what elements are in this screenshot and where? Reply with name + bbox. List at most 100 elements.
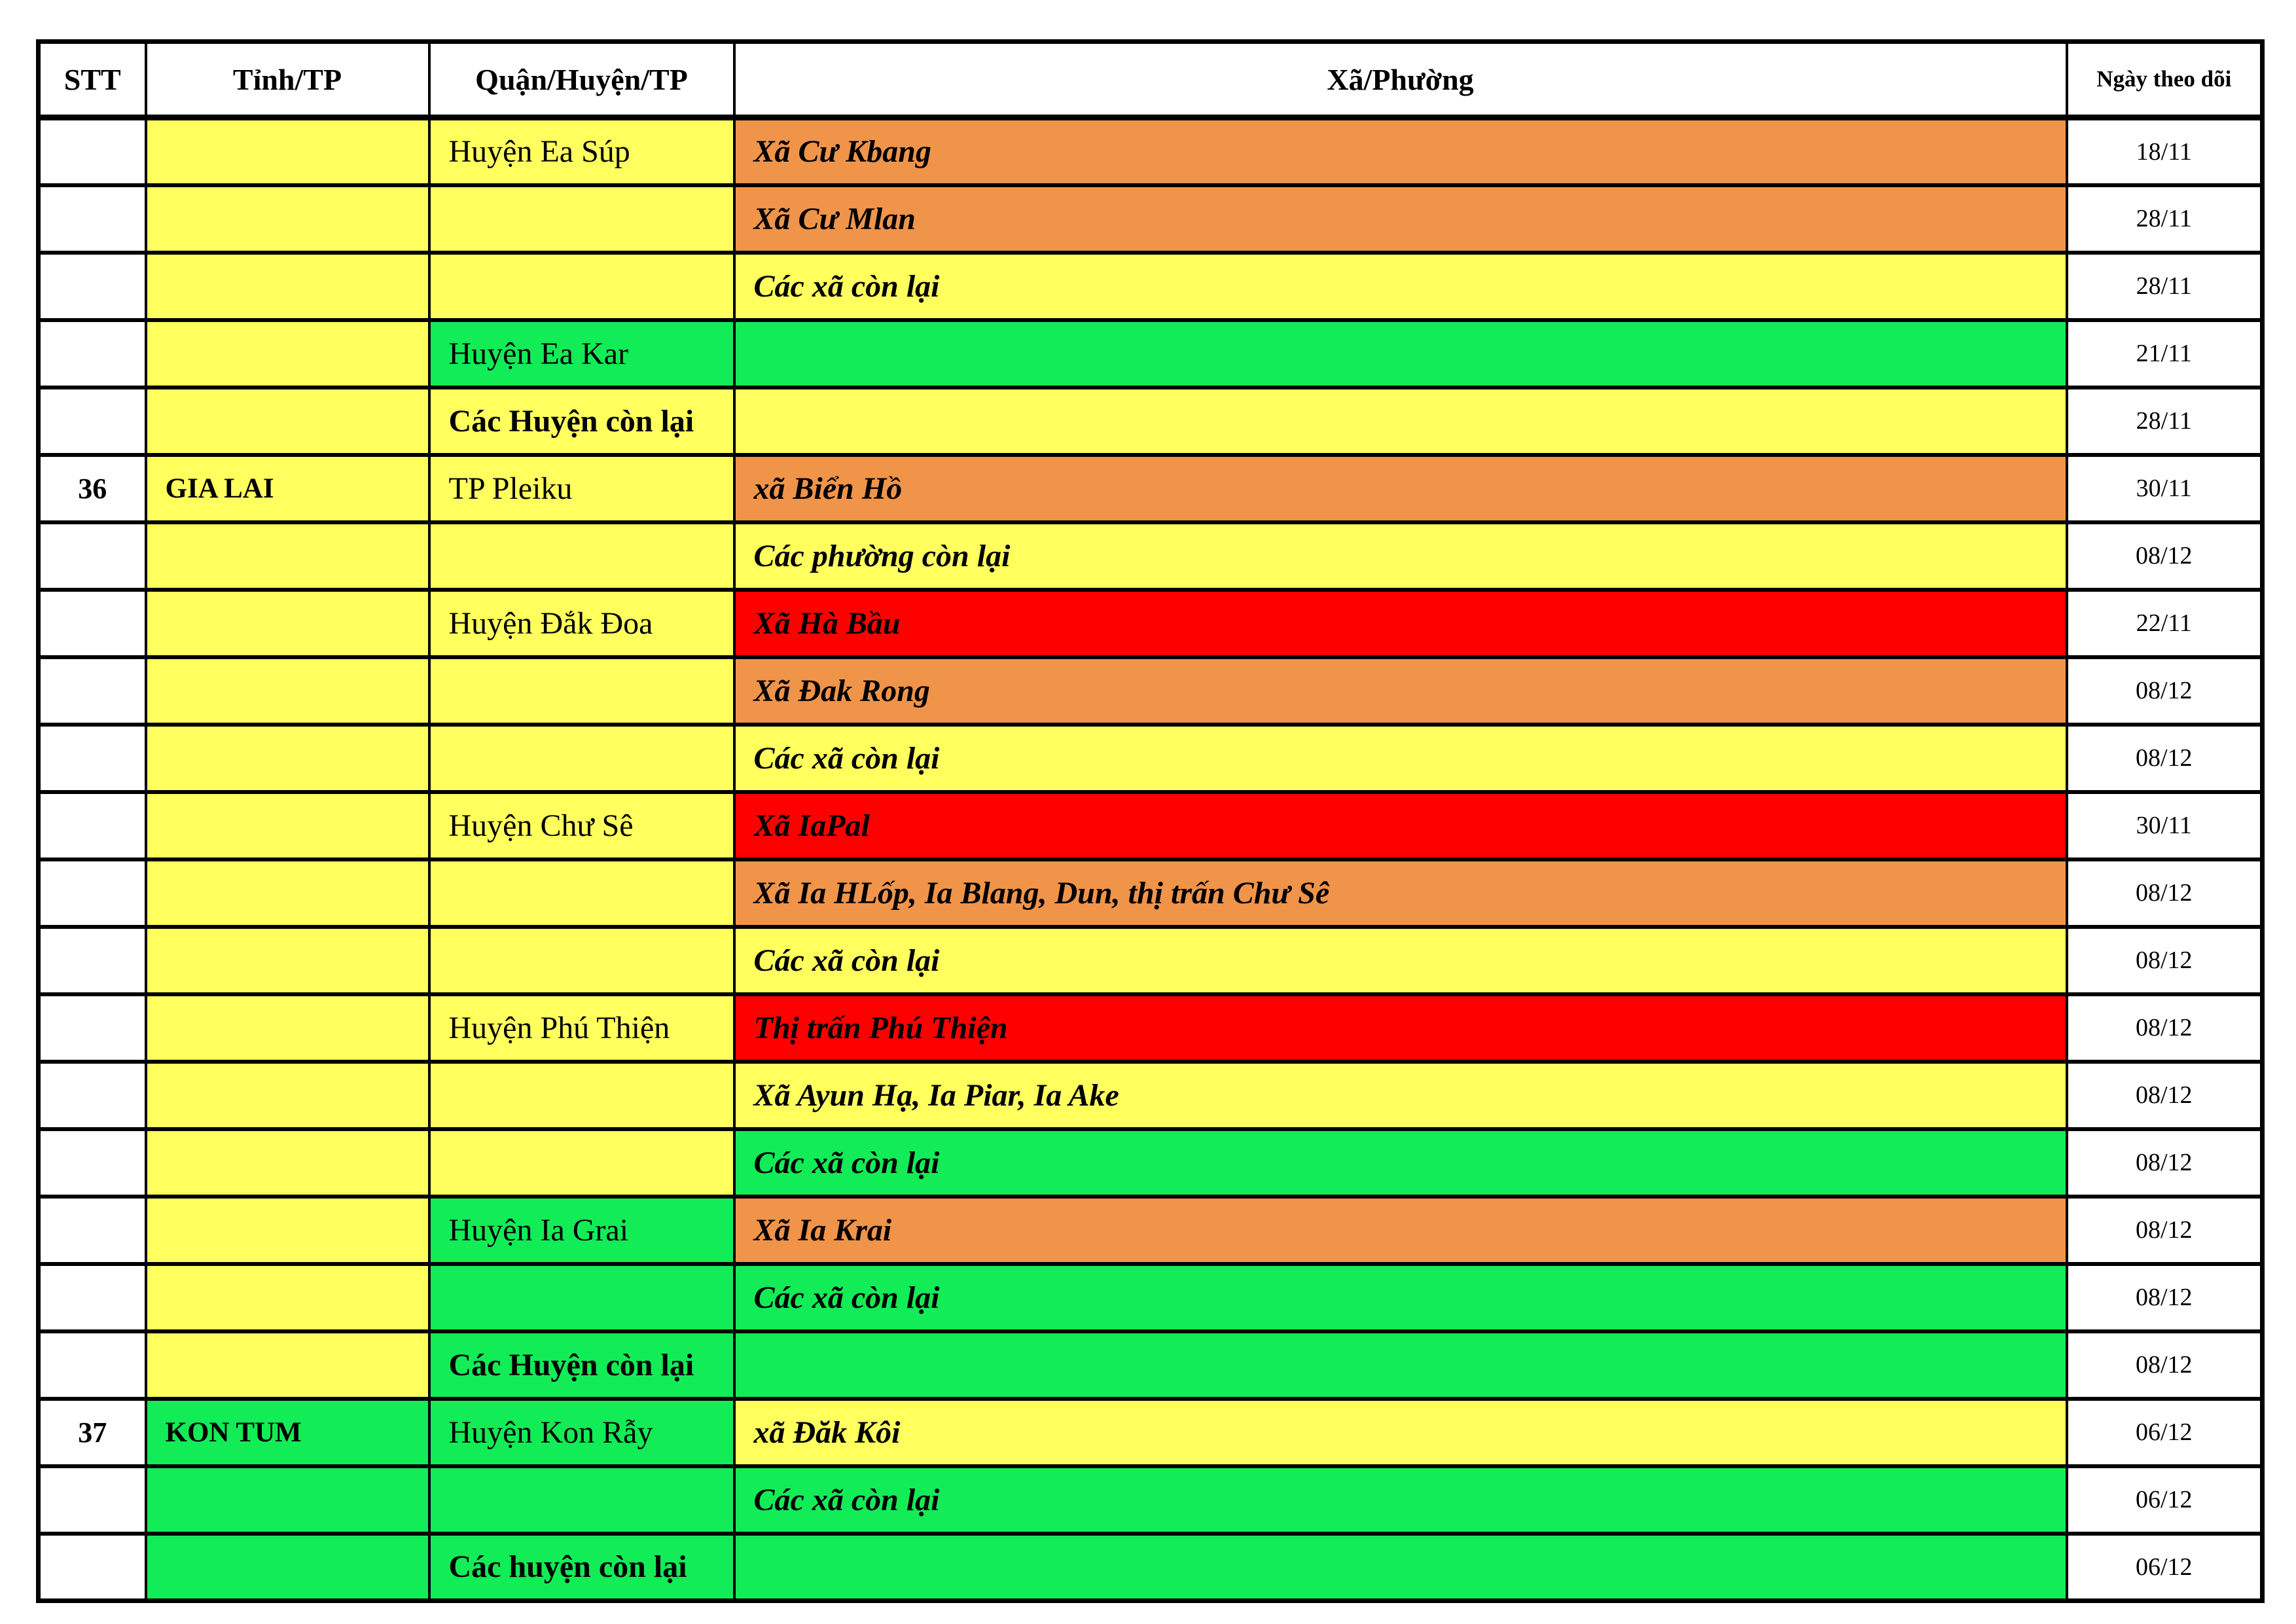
table-row: Xã Đak Rong 08/12 <box>37 655 2264 727</box>
date-cell: 28/11 <box>2065 250 2264 322</box>
province-cell <box>144 250 431 322</box>
date-cell: 06/12 <box>2065 1464 2264 1536</box>
col-header-province: Tỉnh/TP <box>144 39 431 120</box>
table-row: Huyện Ea Kar 21/11 <box>37 317 2264 389</box>
commune-cell: Xã Ia Krai <box>732 1194 2068 1266</box>
district-cell: Các huyện còn lại <box>427 1531 736 1603</box>
district-cell: Huyện Chư Sê <box>427 789 736 861</box>
date-cell: 08/12 <box>2065 1127 2264 1199</box>
district-cell <box>427 1261 736 1333</box>
table-body: Huyện Ea Súp Xã Cư Kbang 18/11 Xã Cư Mlan 28… <box>37 115 2264 1603</box>
stt-cell <box>37 992 147 1064</box>
commune-cell: Các xã còn lại <box>732 1127 2068 1199</box>
commune-cell: Xã Ayun Hạ, Ia Piar, Ia Ake <box>732 1059 2068 1131</box>
province-cell <box>144 992 431 1064</box>
province-cell <box>144 655 431 727</box>
province-cell: GIA LAI <box>144 452 431 524</box>
table-row: Các xã còn lại 08/12 <box>37 1261 2264 1333</box>
date-cell: 08/12 <box>2065 520 2264 592</box>
table-row: Các xã còn lại 28/11 <box>37 250 2264 322</box>
commune-cell: Các xã còn lại <box>732 924 2068 996</box>
commune-cell: Các xã còn lại <box>732 722 2068 794</box>
district-cell <box>427 183 736 255</box>
stt-cell <box>37 722 147 794</box>
date-cell: 30/11 <box>2065 452 2264 524</box>
date-cell: 08/12 <box>2065 1261 2264 1333</box>
date-cell: 08/12 <box>2065 924 2264 996</box>
commune-cell: Xã Hà Bầu <box>732 587 2068 659</box>
district-cell <box>427 857 736 929</box>
commune-cell <box>732 1531 2068 1603</box>
district-cell: Các Huyện còn lại <box>427 385 736 457</box>
table-row: 36 GIA LAI TP Pleiku xã Biển Hồ 30/11 <box>37 452 2264 524</box>
province-cell <box>144 1059 431 1131</box>
district-cell: Huyện Ea Kar <box>427 317 736 389</box>
province-cell <box>144 587 431 659</box>
table-row: Các huyện còn lại 06/12 <box>37 1531 2264 1603</box>
district-cell: Huyện Ea Súp <box>427 115 736 187</box>
district-cell <box>427 722 736 794</box>
date-cell: 08/12 <box>2065 1194 2264 1266</box>
stt-cell <box>37 385 147 457</box>
commune-cell: Thị trấn Phú Thiện <box>732 992 2068 1064</box>
col-header-commune: Xã/Phường <box>732 39 2068 120</box>
table-row: Huyện Phú Thiện Thị trấn Phú Thiện 08/12 <box>37 992 2264 1064</box>
district-cell: Huyện Phú Thiện <box>427 992 736 1064</box>
table-row: Xã Ia HLốp, Ia Blang, Dun, thị trấn Chư … <box>37 857 2264 929</box>
district-cell <box>427 1464 736 1536</box>
commune-cell: Các xã còn lại <box>732 250 2068 322</box>
province-cell <box>144 520 431 592</box>
province-cell <box>144 789 431 861</box>
date-cell: 06/12 <box>2065 1531 2264 1603</box>
district-cell: Huyện Kon Rẫy <box>427 1396 736 1468</box>
date-cell: 28/11 <box>2065 385 2264 457</box>
table-row: Các xã còn lại 08/12 <box>37 1127 2264 1199</box>
date-cell: 08/12 <box>2065 1059 2264 1131</box>
date-cell: 06/12 <box>2065 1396 2264 1468</box>
stt-cell <box>37 183 147 255</box>
district-cell: Huyện Ia Grai <box>427 1194 736 1266</box>
tracking-table: STT Tỉnh/TP Quận/Huyện/TP Xã/Phường Ngày… <box>36 39 2265 1603</box>
province-cell <box>144 1127 431 1199</box>
district-cell: Các Huyện còn lại <box>427 1329 736 1401</box>
commune-cell: Xã IaPal <box>732 789 2068 861</box>
stt-cell <box>37 655 147 727</box>
province-cell <box>144 1194 431 1266</box>
table-row: Các phường còn lại 08/12 <box>37 520 2264 592</box>
province-cell <box>144 115 431 187</box>
stt-cell <box>37 317 147 389</box>
table-row: Xã Ayun Hạ, Ia Piar, Ia Ake 08/12 <box>37 1059 2264 1131</box>
district-cell <box>427 1059 736 1131</box>
province-cell <box>144 924 431 996</box>
table-row: Huyện Ea Súp Xã Cư Kbang 18/11 <box>37 115 2264 187</box>
commune-cell <box>732 385 2068 457</box>
province-cell <box>144 1329 431 1401</box>
province-cell <box>144 857 431 929</box>
stt-cell <box>37 1059 147 1131</box>
district-cell <box>427 1127 736 1199</box>
col-header-date: Ngày theo dõi <box>2065 39 2264 120</box>
table-row: Các Huyện còn lại 28/11 <box>37 385 2264 457</box>
col-header-stt: STT <box>37 39 147 120</box>
date-cell: 08/12 <box>2065 655 2264 727</box>
commune-cell: Các phường còn lại <box>732 520 2068 592</box>
province-cell <box>144 183 431 255</box>
province-cell <box>144 385 431 457</box>
table-row: Các xã còn lại 08/12 <box>37 722 2264 794</box>
stt-cell: 36 <box>37 452 147 524</box>
stt-cell <box>37 1194 147 1266</box>
commune-cell: Xã Cư Kbang <box>732 115 2068 187</box>
stt-cell <box>37 789 147 861</box>
district-cell <box>427 924 736 996</box>
table-row: Các Huyện còn lại 08/12 <box>37 1329 2264 1401</box>
commune-cell: Xã Ia HLốp, Ia Blang, Dun, thị trấn Chư … <box>732 857 2068 929</box>
stt-cell <box>37 1127 147 1199</box>
table-row: Huyện Ia Grai Xã Ia Krai 08/12 <box>37 1194 2264 1266</box>
date-cell: 22/11 <box>2065 587 2264 659</box>
province-cell <box>144 1464 431 1536</box>
date-cell: 18/11 <box>2065 115 2264 187</box>
commune-cell: Xã Đak Rong <box>732 655 2068 727</box>
stt-cell <box>37 250 147 322</box>
district-cell <box>427 250 736 322</box>
date-cell: 08/12 <box>2065 857 2264 929</box>
